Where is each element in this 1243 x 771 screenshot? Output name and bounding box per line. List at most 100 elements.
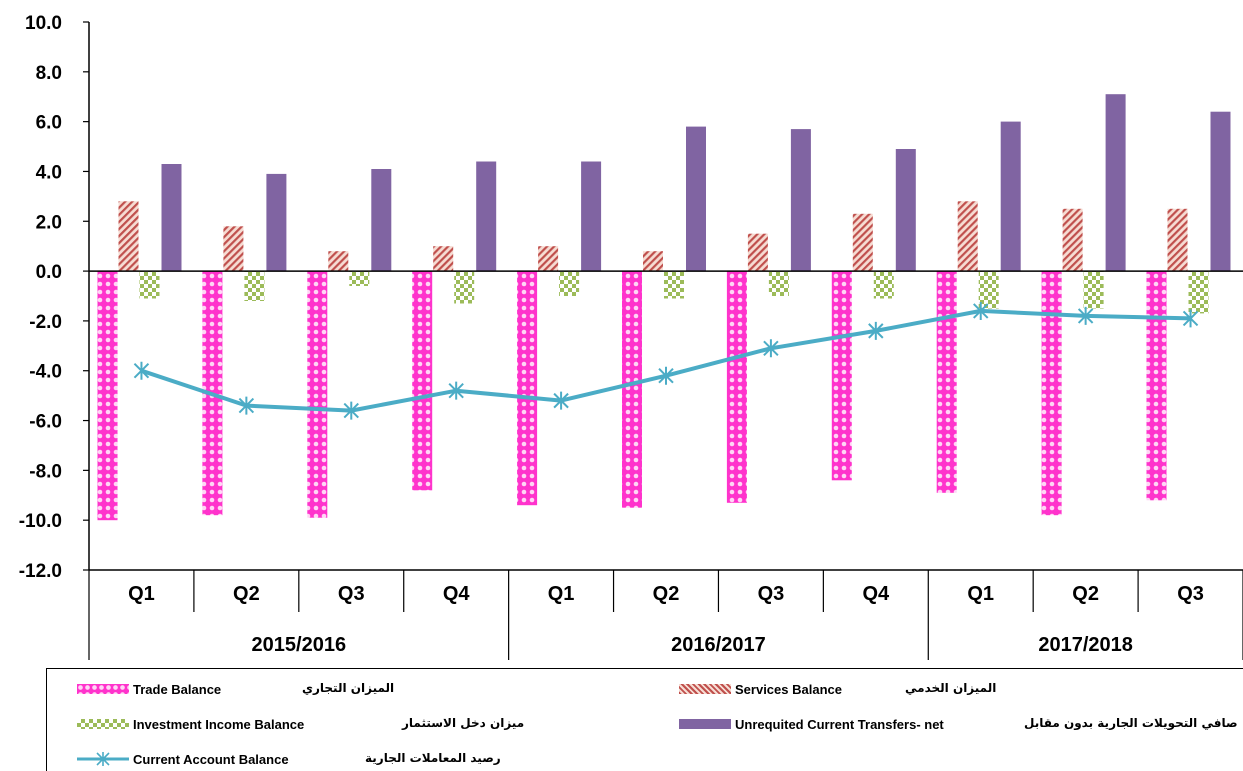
bar-investment: [559, 271, 580, 296]
category-label: Q4: [862, 583, 890, 605]
bar-trade: [831, 271, 852, 481]
category-label: Q1: [548, 583, 575, 605]
point-current-account: [763, 339, 779, 358]
group-label: 2017/2018: [1038, 634, 1133, 656]
legend-swatch-investment: [77, 719, 129, 729]
y-tick-label: 8.0: [36, 63, 62, 84]
legend-label-transfers-ar: صافي التحويلات الجارية بدون مقابل: [1024, 716, 1238, 730]
legend-item-services: Services Balance: [679, 679, 842, 699]
bar-transfers: [686, 126, 706, 272]
bar-transfers: [895, 149, 916, 272]
bar-transfers: [161, 164, 182, 272]
y-tick-label: 0.0: [36, 262, 62, 283]
category-label: Q2: [233, 583, 260, 605]
bar-transfers: [790, 129, 811, 272]
point-current-account: [133, 361, 150, 380]
bar-trade: [726, 271, 747, 503]
point-current-account: [343, 401, 359, 420]
legend-label-trade-ar: الميزان التجاري: [302, 681, 395, 695]
bar-trade: [307, 271, 328, 518]
bar-transfers: [371, 169, 392, 272]
legend-item-current-account: Current Account Balance: [77, 749, 289, 769]
legend-item-investment: Investment Income Balance: [77, 714, 304, 734]
legend-swatch-transfers: [679, 719, 731, 729]
category-label: Q2: [653, 583, 680, 605]
y-tick-label: -8.0: [29, 461, 62, 482]
bar-trade: [936, 271, 957, 493]
category-label: Q4: [443, 583, 471, 605]
bar-services: [643, 251, 663, 272]
legend-label-transfers: Unrequited Current Transfers- net: [735, 716, 944, 732]
bar-services: [1062, 208, 1083, 272]
line-current-account: [140, 308, 1191, 413]
bar-transfers: [581, 161, 602, 272]
category-label: Q1: [128, 583, 155, 605]
y-tick-label: -12.0: [19, 561, 62, 582]
y-tick-label: 6.0: [36, 113, 62, 134]
legend-item-trade: Trade Balance: [77, 679, 221, 699]
bar-services: [223, 226, 244, 272]
y-tick-label: -2.0: [29, 312, 62, 333]
bar-services: [328, 251, 349, 272]
point-current-account: [973, 301, 989, 320]
legend-swatch-current-account: [77, 752, 129, 766]
bar-trade: [412, 271, 433, 491]
bar-transfers: [1210, 111, 1231, 272]
bar-services: [852, 213, 873, 272]
bar-investment: [1083, 271, 1104, 309]
bar-trade: [622, 271, 642, 508]
point-current-account: [1077, 306, 1094, 325]
bar-services: [118, 201, 139, 271]
y-tick-label: 4.0: [36, 162, 62, 183]
bar-services: [1167, 208, 1188, 272]
y-tick-label: 2.0: [36, 212, 62, 233]
legend-label-trade: Trade Balance: [133, 681, 222, 697]
bar-transfers: [266, 173, 287, 271]
bar-investment: [454, 271, 475, 304]
point-current-account: [658, 366, 674, 385]
bar-investment: [978, 271, 999, 309]
group-label: 2016/2017: [671, 634, 766, 656]
point-current-account: [553, 391, 569, 410]
legend-label-services-ar: الميزان الخدمي: [905, 681, 997, 695]
y-tick-label: -10.0: [19, 511, 62, 532]
bar-trade: [517, 271, 538, 506]
bar-services: [747, 233, 768, 272]
bar-investment: [768, 271, 789, 296]
legend-label-current-account-ar: رصيد المعاملات الجارية: [365, 751, 501, 765]
bar-transfers: [476, 161, 497, 272]
bar-trade: [1146, 271, 1167, 501]
bar-trade: [97, 271, 118, 521]
bar-investment: [139, 271, 160, 299]
bar-investment: [349, 271, 370, 286]
axes-layer: [83, 21, 1243, 660]
point-current-account: [1182, 309, 1199, 328]
legend-item-transfers: Unrequited Current Transfers- net: [679, 714, 944, 734]
legend: Trade Balance الميزان التجاري Services B…: [46, 668, 1243, 771]
legend-swatch-trade: [77, 684, 129, 694]
category-label: Q3: [1177, 583, 1204, 605]
legend-label-current-account: Current Account Balance: [133, 751, 289, 767]
bar-investment: [873, 271, 894, 299]
category-label: Q3: [758, 583, 785, 605]
category-label: Q1: [967, 583, 994, 605]
category-label: Q3: [338, 583, 365, 605]
legend-label-investment: Investment Income Balance: [133, 716, 305, 732]
group-label: 2015/2016: [252, 634, 347, 656]
bar-transfers: [1000, 121, 1021, 272]
bar-services: [957, 201, 978, 271]
point-current-account: [238, 396, 255, 415]
legend-label-services: Services Balance: [735, 681, 842, 697]
legend-swatch-services: [679, 684, 731, 694]
bar-transfers: [1105, 94, 1126, 272]
category-label: Q2: [1072, 583, 1099, 605]
legend-label-investment-ar: ميزان دخل الاستثمار: [402, 716, 525, 730]
y-tick-label: -4.0: [29, 362, 62, 383]
chart: 10.0 8.0 6.0 4.0 2.0 0.0 -2.0 -4.0 -6.0 -8.0 -10.0…: [19, 13, 1243, 660]
point-current-account: [448, 381, 464, 400]
point-current-account: [868, 321, 884, 340]
bar-services: [538, 246, 559, 272]
bar-investment: [664, 271, 684, 299]
y-tick-label: 10.0: [25, 13, 62, 34]
bars-layer: [97, 94, 1231, 521]
